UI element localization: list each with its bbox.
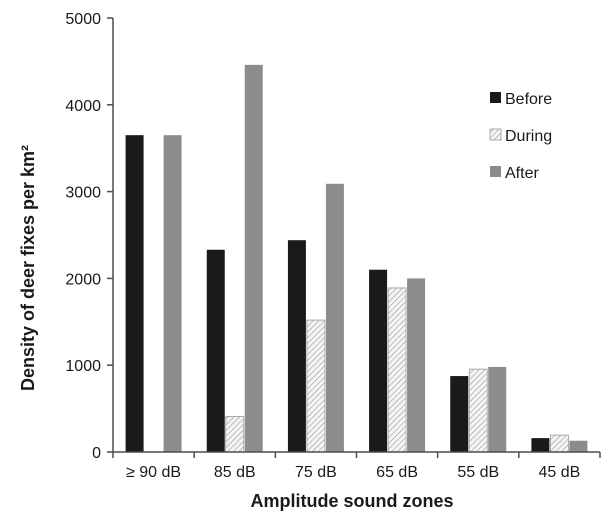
y-tick-label: 1000 [65, 358, 101, 375]
x-tick-label: 85 dB [214, 464, 256, 481]
bar-after [163, 135, 182, 452]
y-tick-label: 2000 [65, 271, 101, 288]
bar-after [488, 366, 507, 452]
legend-swatch-after [490, 166, 501, 177]
legend-label-during: During [505, 128, 552, 145]
legend-swatch-during [489, 128, 502, 141]
legend: Before During After [489, 91, 552, 182]
legend-label-after: After [505, 165, 539, 182]
bar-before [287, 240, 306, 452]
tick-labels: 0 1000 2000 3000 4000 5000 ≥ 90 dB 85 dB 75 dB 65… [65, 11, 580, 481]
bar-during [468, 368, 488, 453]
bar-after [244, 64, 263, 452]
bar-before [206, 249, 225, 452]
bar-before [450, 376, 469, 452]
bars [125, 64, 588, 453]
legend-swatch-before [490, 92, 501, 103]
bar-before [369, 269, 388, 452]
bar-during [306, 319, 326, 453]
x-tick-label: 45 dB [539, 464, 581, 481]
y-tick-label: 4000 [65, 98, 101, 115]
bar-during [225, 416, 245, 453]
bar-after [325, 183, 344, 452]
y-tick-label: 0 [92, 445, 101, 462]
x-tick-label: 55 dB [457, 464, 499, 481]
bar-during [550, 434, 569, 453]
x-tick-label: ≥ 90 dB [126, 464, 181, 481]
axes [107, 17, 601, 458]
bar-before [125, 135, 144, 452]
y-tick-label: 5000 [65, 11, 101, 28]
x-tick-label: 65 dB [376, 464, 418, 481]
y-axis-title: Density of deer fixes per km² [18, 145, 38, 391]
bar-after [569, 440, 588, 452]
x-axis-title: Amplitude sound zones [250, 491, 453, 511]
legend-label-before: Before [505, 91, 552, 108]
x-tick-label: 75 dB [295, 464, 337, 481]
bar-after [407, 278, 426, 452]
y-tick-label: 3000 [65, 185, 101, 202]
bar-before [531, 438, 550, 452]
bar-during [387, 287, 407, 453]
